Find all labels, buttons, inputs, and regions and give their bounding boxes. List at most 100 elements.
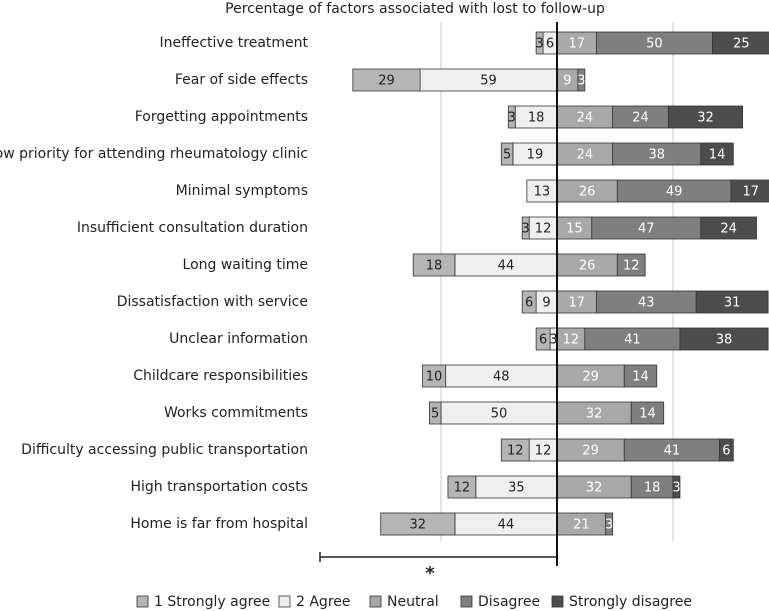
value-label: 12: [623, 259, 640, 274]
legend-label: Neutral: [387, 594, 439, 610]
value-label: 3: [522, 222, 530, 237]
value-label: 18: [426, 259, 443, 274]
value-label: 26: [579, 259, 596, 274]
category-label: Ineffective treatment: [159, 35, 308, 51]
value-label: 3: [535, 37, 543, 52]
value-label: 3: [508, 111, 516, 126]
legend-swatch: [278, 595, 291, 608]
value-label: 5: [431, 407, 439, 422]
value-label: 6: [546, 37, 554, 52]
bar-segment: [672, 475, 681, 499]
value-label: 6: [722, 444, 730, 459]
bar-segment: [500, 142, 514, 166]
chart-title: Percentage of factors associated with lo…: [225, 1, 605, 17]
bar-segment: [380, 512, 456, 536]
bar-segment: [535, 31, 544, 55]
value-label: 15: [566, 222, 583, 237]
value-label: 19: [527, 148, 544, 163]
bar-segment: [700, 142, 734, 166]
value-label: 29: [582, 444, 599, 459]
value-label: 24: [577, 111, 594, 126]
bar-segment: [605, 512, 614, 536]
value-label: 24: [577, 148, 594, 163]
value-label: 14: [709, 148, 726, 163]
legend-swatch: [551, 595, 564, 608]
bar-segment: [712, 31, 769, 55]
value-label: 59: [480, 74, 497, 89]
legend-swatch: [369, 595, 382, 608]
category-label: Works commitments: [164, 405, 308, 421]
legend-label: 2 Agree: [296, 594, 351, 610]
value-label: 26: [579, 185, 596, 200]
value-label: 12: [507, 444, 524, 459]
value-label: 6: [539, 333, 547, 348]
value-label: 44: [498, 518, 515, 533]
value-label: 41: [624, 333, 641, 348]
bar-segment: [428, 401, 442, 425]
category-label: Forgetting appointments: [135, 109, 308, 125]
bar-segment: [667, 105, 743, 129]
bar-segment: [500, 438, 530, 462]
value-label: 3: [577, 74, 585, 89]
value-label: 12: [454, 481, 471, 496]
value-label: 21: [573, 518, 590, 533]
category-label: Childcare responsibilities: [133, 368, 308, 384]
value-label: 12: [563, 333, 580, 348]
category-label: Difficulty accessing public transportati…: [21, 442, 308, 458]
value-label: 3: [672, 481, 680, 496]
bar-segment: [412, 253, 456, 277]
value-label: 3: [605, 518, 613, 533]
value-label: 24: [720, 222, 737, 237]
value-label: 32: [586, 407, 603, 422]
value-label: 41: [664, 444, 681, 459]
value-label: 29: [378, 74, 395, 89]
value-label: 17: [568, 296, 585, 311]
value-label: 10: [426, 370, 443, 385]
bar-segment: [623, 364, 658, 388]
category-label: High transportation costs: [130, 479, 308, 495]
bar-segment: [700, 216, 757, 240]
value-label: 38: [716, 333, 733, 348]
bar-segment: [521, 290, 537, 314]
category-label: Dissatisfaction with service: [117, 294, 308, 310]
legend-label: Disagree: [478, 594, 540, 610]
value-label: 32: [586, 481, 603, 496]
bar-segment: [719, 438, 734, 462]
bar-segment: [507, 105, 516, 129]
value-label: 25: [733, 37, 750, 52]
value-label: 17: [742, 185, 759, 200]
bar-segment: [577, 68, 586, 92]
value-label: 50: [646, 37, 663, 52]
value-label: 3: [549, 333, 557, 348]
value-label: 49: [666, 185, 683, 200]
value-label: 35: [508, 481, 525, 496]
value-label: 14: [639, 407, 656, 422]
value-label: 17: [568, 37, 585, 52]
legend-swatch: [136, 595, 149, 608]
category-label: Fear of side effects: [175, 72, 308, 88]
category-label: Low priority for attending rheumatology …: [0, 146, 308, 162]
value-label: 44: [498, 259, 515, 274]
bar-segment: [616, 253, 646, 277]
value-label: 29: [582, 370, 599, 385]
category-label: Unclear information: [169, 331, 308, 347]
bar-segment: [422, 364, 447, 388]
bar-segment: [535, 327, 551, 351]
value-label: 12: [535, 222, 552, 237]
value-label: 18: [644, 481, 661, 496]
annotation: *: [425, 563, 435, 584]
value-label: 32: [410, 518, 427, 533]
bar-segment: [352, 68, 421, 92]
value-label: 43: [638, 296, 655, 311]
bar-segment: [630, 401, 665, 425]
category-label: Long waiting time: [183, 257, 308, 273]
significance-bracket: [319, 552, 557, 562]
value-label: 38: [648, 148, 665, 163]
bar-segment: [521, 216, 530, 240]
value-label: 13: [534, 185, 551, 200]
value-label: 50: [491, 407, 508, 422]
category-label: Minimal symptoms: [176, 183, 308, 199]
bar-segment: [679, 327, 769, 351]
value-label: 6: [525, 296, 533, 311]
